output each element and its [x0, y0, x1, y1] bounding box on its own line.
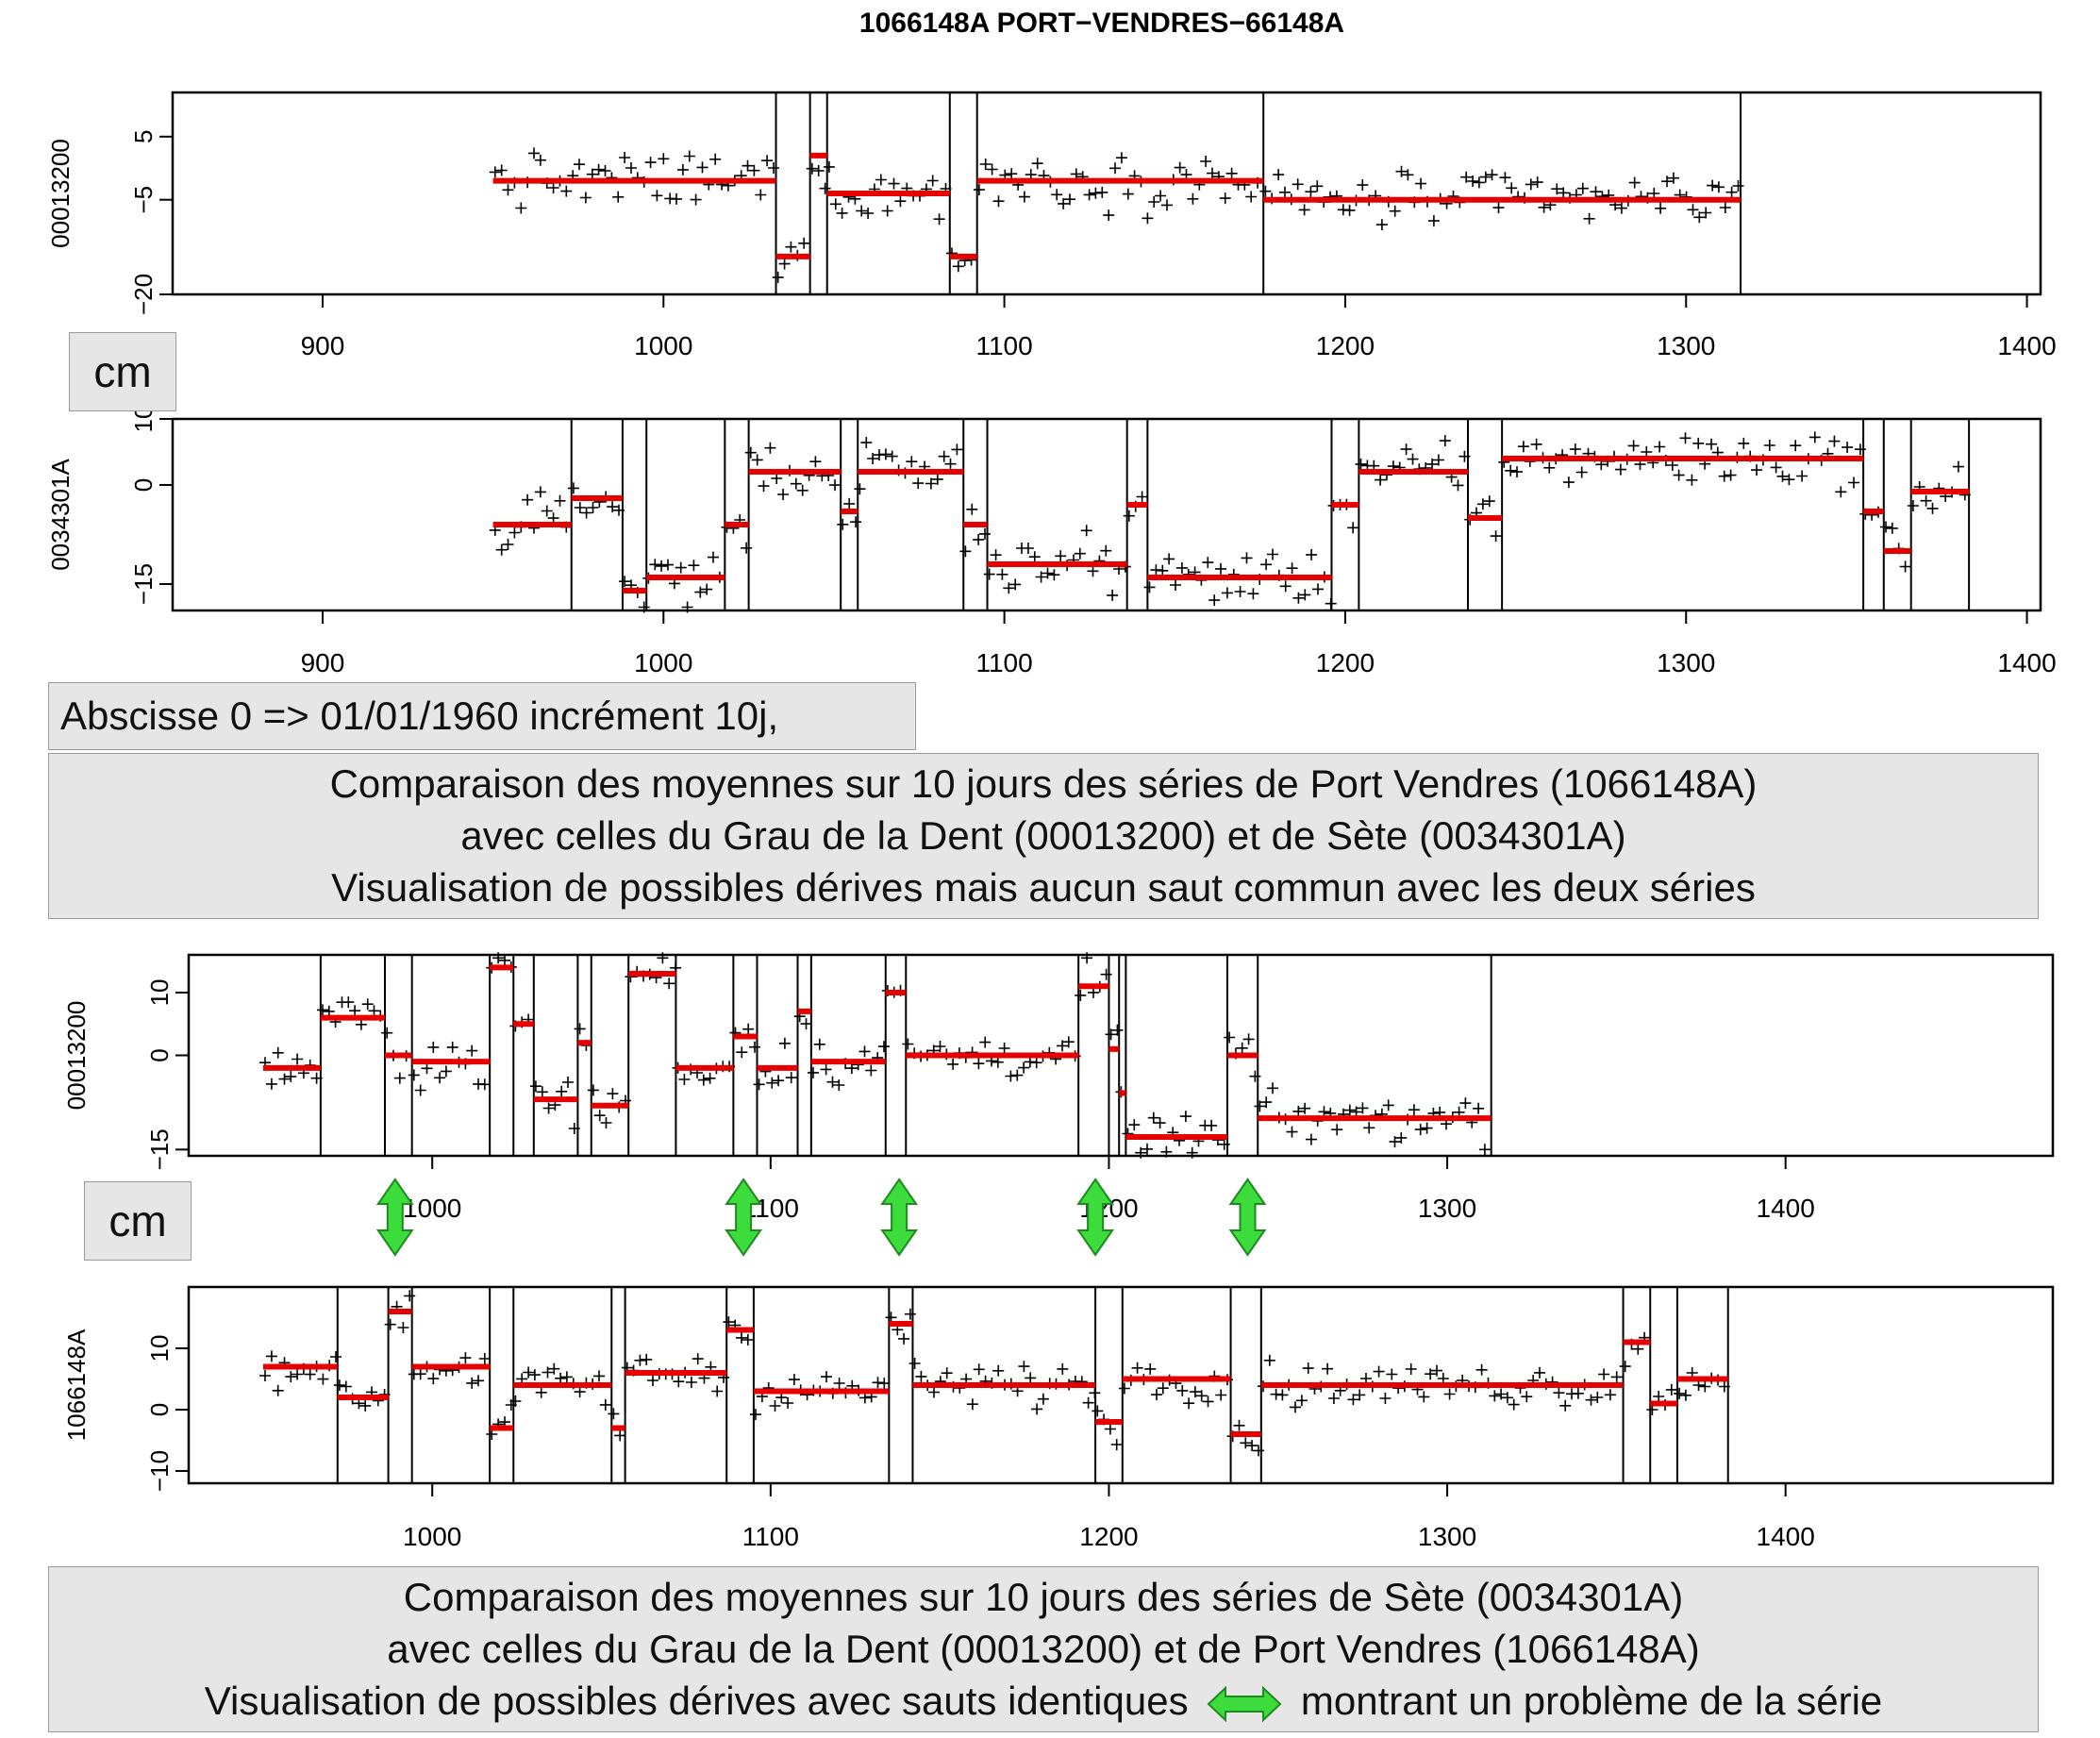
- points-group: [259, 952, 1491, 1159]
- x-tick-label: 1300: [1418, 1522, 1476, 1551]
- cm-unit-text: cm: [93, 347, 152, 396]
- points-group: [259, 1290, 1730, 1457]
- jump-arrows: [375, 1178, 1267, 1257]
- x-tick-label: 1100: [975, 331, 1032, 360]
- points-group: [489, 147, 1744, 283]
- caption-bottom: Comparaison des moyennes sur 10 jours de…: [48, 1566, 2039, 1732]
- x-tick-label: 1200: [1316, 331, 1375, 360]
- chart-panel-4: 1000 1100 1200 1300 1400 −10 0 10 1066148A: [62, 1285, 2055, 1551]
- caption-top-line-1: Comparaison des moyennes sur 10 jours de…: [329, 761, 1758, 806]
- y-axis-label: 0034301A: [46, 459, 75, 571]
- x-tick-label: 1400: [1757, 1194, 1815, 1223]
- cm-unit-text: cm: [108, 1196, 167, 1245]
- x-tick-label: 1400: [1757, 1522, 1815, 1551]
- x-tick-label: 1000: [403, 1522, 461, 1551]
- x-tick-label: 1000: [634, 648, 692, 677]
- y-axis-label: 00013200: [62, 1001, 91, 1111]
- caption-top-line-3: Visualisation de possibles dérives mais …: [331, 865, 1756, 910]
- plot-frame: [187, 953, 2055, 1158]
- cm-unit-label-bottom: cm: [84, 1181, 192, 1261]
- caption-top: Comparaison des moyennes sur 10 jours de…: [48, 753, 2039, 919]
- y-tick-label: 0: [129, 478, 158, 492]
- data-points: [259, 952, 1491, 1159]
- chart-panel-1: 900 1000 1100 1200 1300 1400 −20 −5 5 00013200: [46, 91, 2057, 360]
- y-tick-label: 0: [145, 1048, 174, 1061]
- y-tick-label: 10: [145, 1335, 174, 1362]
- abscisse-text: Abscisse 0 => 01/01/1960 incrément 10j,: [60, 694, 779, 738]
- caption-top-line-2: avec celles du Grau de la Dent (00013200…: [460, 813, 1626, 858]
- caption-bottom-line-3-right: montrant un problème de la série: [1300, 1679, 1883, 1723]
- green-vertical-double-arrow-icon: [1228, 1178, 1267, 1257]
- x-tick-label: 1400: [1997, 648, 2056, 677]
- plot-frame: [171, 91, 2042, 296]
- data-points: [489, 147, 1744, 283]
- y-tick-label: 10: [145, 978, 174, 1006]
- x-tick-label: 1100: [742, 1522, 799, 1551]
- y-tick-label: 0: [145, 1403, 174, 1416]
- x-tick-label: 1300: [1657, 331, 1715, 360]
- abscisse-note: Abscisse 0 => 01/01/1960 incrément 10j,: [48, 682, 916, 750]
- green-vertical-double-arrow-icon: [725, 1178, 763, 1257]
- chart-panels: 900 1000 1100 1200 1300 1400−20−5500013200900…: [46, 91, 2057, 1551]
- x-tick-label: 1000: [403, 1194, 461, 1223]
- green-vertical-double-arrow-icon: [375, 1178, 414, 1257]
- data-points: [259, 1290, 1730, 1457]
- figure-title: 1066148A PORT−VENDRES−66148A: [859, 8, 1344, 39]
- caption-bottom-line-3-left: Visualisation de possibles dérives avec …: [204, 1679, 1189, 1723]
- caption-bottom-line-2: avec celles du Grau de la Dent (00013200…: [387, 1627, 1700, 1671]
- x-tick-label: 1200: [1079, 1522, 1138, 1551]
- x-tick-label: 900: [301, 648, 345, 677]
- y-tick-label: −15: [129, 563, 158, 605]
- green-vertical-double-arrow-icon: [880, 1178, 919, 1257]
- green-vertical-double-arrow-icon: [1076, 1178, 1115, 1257]
- y-tick-label: −20: [129, 274, 158, 315]
- x-tick-label: 1000: [634, 331, 692, 360]
- x-tick-label: 1200: [1316, 648, 1375, 677]
- y-tick-label: −5: [129, 186, 158, 214]
- y-tick-label: −10: [145, 1450, 174, 1492]
- green-horizontal-double-arrow-icon: [1207, 1685, 1282, 1723]
- caption-bottom-line-1: Comparaison des moyennes sur 10 jours de…: [403, 1575, 1684, 1619]
- caption-bottom-line-3: Visualisation de possibles dérives avec …: [49, 1675, 2038, 1727]
- y-tick-label: 5: [129, 130, 158, 143]
- x-tick-label: 1100: [975, 648, 1032, 677]
- x-tick-label: 1300: [1657, 648, 1715, 677]
- x-tick-label: 1400: [1997, 331, 2056, 360]
- y-axis-label: 1066148A: [62, 1329, 91, 1441]
- x-tick-label: 1300: [1418, 1194, 1476, 1223]
- cm-unit-label-top: cm: [69, 332, 176, 411]
- plot-frame: [187, 1285, 2055, 1485]
- y-tick-label: −15: [145, 1128, 174, 1170]
- plot-frame: [171, 417, 2042, 612]
- x-tick-label: 900: [301, 331, 345, 360]
- y-axis-label: 00013200: [46, 139, 75, 248]
